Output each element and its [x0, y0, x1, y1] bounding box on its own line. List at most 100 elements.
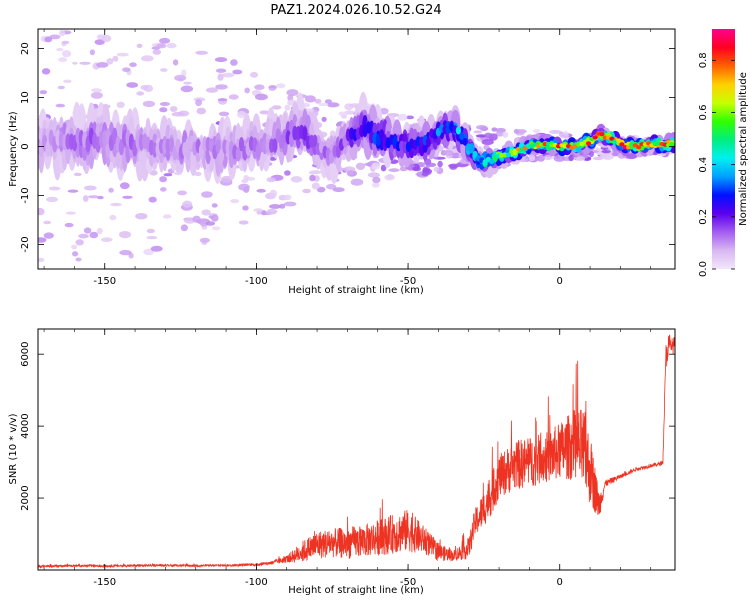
spectrogram-noise-blob	[120, 182, 130, 190]
spectrogram-noise-blob	[75, 239, 84, 246]
x-tick-label: -150	[93, 577, 116, 588]
spectrogram-noise-blob	[180, 224, 188, 232]
spectrogram-ridge-blob	[455, 126, 461, 135]
spectrogram-noise-blob	[72, 61, 78, 65]
spectrogram-noise-blob	[46, 196, 58, 203]
spectrogram-noise-blob	[101, 237, 113, 242]
spectrogram-noise-blob	[241, 179, 248, 184]
spectrogram-noise-blob	[544, 154, 552, 161]
spectrogram-noise-blob	[84, 185, 97, 191]
spectrogram-noise-blob	[397, 113, 408, 121]
spectrogram-noise-blob	[56, 48, 64, 52]
spectrogram-noise-blob	[218, 111, 230, 117]
spectrogram-noise-blob	[119, 231, 131, 239]
spectrogram-noise-blob	[481, 139, 494, 146]
spectrogram-noise-blob	[230, 59, 238, 66]
spectrogram-noise-blob	[180, 85, 194, 93]
spectrogram-noise-blob	[78, 233, 89, 239]
spectrogram-noise-blob	[437, 160, 443, 168]
y-tick-label: 0	[20, 143, 31, 149]
y-tick-label: -10	[20, 187, 31, 203]
y-tick-label: 20	[20, 42, 31, 55]
spectrogram-noise-blob	[171, 111, 185, 117]
spectrogram-noise-blob	[89, 231, 99, 239]
spectrogram-ridge-blob	[619, 142, 625, 147]
spectrogram-noise-blob	[116, 101, 125, 109]
spectrogram-noise-blob	[528, 154, 536, 162]
spectrogram-noise-blob	[41, 68, 51, 75]
x-tick-label: -50	[400, 577, 416, 588]
spectrogram-noise-blob	[559, 133, 569, 139]
spectrogram-noise-blob	[588, 150, 595, 158]
spectrogram-noise-blob	[384, 174, 395, 181]
spectrogram-noise-blob	[90, 91, 103, 99]
colorbar-tick-label: 0.4	[698, 157, 709, 173]
spectrogram-y-axis-label: Frequency (Hz)	[8, 111, 19, 187]
spectrogram-noise-blob	[568, 154, 574, 162]
spectrogram-noise-blob	[379, 107, 389, 115]
spectrogram-noise-blob	[283, 201, 297, 207]
snr-y-axis-label: SNR (10 * v/v)	[8, 413, 19, 484]
spectrogram-noise-blob	[268, 88, 276, 91]
spectrogram-ridge-blob	[599, 132, 605, 137]
spectrogram-noise-blob	[43, 220, 52, 225]
spectrogram-noise-blob	[372, 176, 381, 184]
spectrogram-noise-blob	[79, 61, 91, 65]
spectrogram-noise-blob	[238, 220, 249, 225]
spectrogram-noise-blob	[48, 186, 61, 191]
spectrogram-noise-blob	[324, 99, 332, 104]
spectrogram-noise-blob	[266, 177, 276, 183]
spectrogram-noise-blob	[67, 189, 79, 193]
spectrogram-ridge-blob	[235, 147, 241, 162]
spectrogram-ridge-blob	[592, 135, 598, 140]
spectrogram-noise-blob	[112, 55, 119, 62]
spectrogram-noise-blob	[182, 200, 193, 208]
spectrogram-ridge-blob	[272, 138, 278, 153]
spectrogram-noise-blob	[135, 213, 148, 220]
spectrogram-heatmap	[38, 29, 675, 262]
snr-frame	[37, 328, 676, 571]
spectrogram-noise-blob	[217, 98, 228, 102]
spectrogram-noise-blob	[201, 191, 213, 198]
x-tick-label: -50	[400, 276, 416, 287]
spectrogram-ridge-blob	[522, 146, 528, 151]
y-tick-label: 4000	[20, 413, 31, 438]
snr-axis-ticks: -150 -100 -50 0 2000 4000 6000	[20, 329, 675, 588]
spectrogram-noise-blob	[122, 67, 131, 72]
spectrogram-ridge-blob	[469, 145, 475, 153]
spectrogram-noise-blob	[199, 237, 210, 243]
spectrogram-noise-blob	[412, 166, 421, 172]
colorbar: 0.0 0.2 0.4 0.6 0.8 Normalized spectral ampl…	[698, 29, 749, 277]
spectrogram-noise-blob	[71, 244, 78, 250]
spectrogram-x-axis-label: Height of straight line (km)	[288, 285, 424, 296]
y-tick-label: 2000	[20, 485, 31, 510]
spectrogram-ridge-blob	[472, 151, 478, 158]
spectrogram-noise-blob	[266, 208, 278, 215]
spectrogram-noise-blob	[314, 98, 322, 104]
spectrogram-noise-blob	[91, 88, 102, 93]
spectrogram-noise-blob	[63, 79, 72, 84]
spectrogram-noise-blob	[183, 81, 192, 85]
spectrogram-noise-blob	[109, 214, 117, 221]
spectrogram-noise-blob	[49, 34, 61, 40]
spectrogram-noise-blob	[495, 131, 505, 137]
spectrogram-noise-blob	[108, 187, 114, 193]
spectrogram-noise-blob	[159, 37, 171, 44]
spectrogram-noise-blob	[244, 87, 250, 94]
spectrogram-noise-blob	[284, 170, 291, 176]
spectrogram-noise-blob	[311, 182, 320, 190]
spectrogram-noise-blob	[159, 176, 168, 183]
spectrogram-noise-blob	[364, 162, 372, 166]
y-tick-label: -20	[20, 236, 31, 252]
spectrogram-ridge-blob	[585, 141, 592, 146]
spectrogram-noise-blob	[601, 152, 615, 160]
spectrogram-noise-blob	[309, 174, 316, 182]
spectrogram-noise-blob	[39, 90, 48, 95]
spectrogram-noise-blob	[166, 42, 177, 49]
spectrogram-ridge-blob	[489, 158, 495, 165]
spectrogram-noise-blob	[238, 183, 250, 191]
y-tick-label: 6000	[20, 341, 31, 366]
spectrogram-noise-blob	[72, 251, 79, 257]
